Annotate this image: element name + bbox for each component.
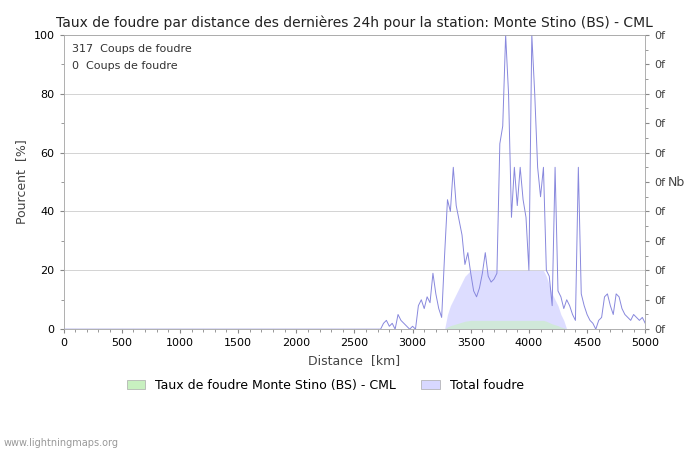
Text: 0  Coups de foudre: 0 Coups de foudre (72, 61, 178, 72)
Text: www.lightningmaps.org: www.lightningmaps.org (4, 438, 118, 448)
Title: Taux de foudre par distance des dernières 24h pour la station: Monte Stino (BS) : Taux de foudre par distance des dernière… (56, 15, 653, 30)
Text: 317  Coups de foudre: 317 Coups de foudre (72, 44, 192, 54)
Y-axis label: Pourcent  [%]: Pourcent [%] (15, 140, 28, 225)
Y-axis label: Nb: Nb (668, 176, 685, 189)
X-axis label: Distance  [km]: Distance [km] (308, 354, 400, 367)
Legend: Taux de foudre Monte Stino (BS) - CML, Total foudre: Taux de foudre Monte Stino (BS) - CML, T… (122, 374, 529, 397)
